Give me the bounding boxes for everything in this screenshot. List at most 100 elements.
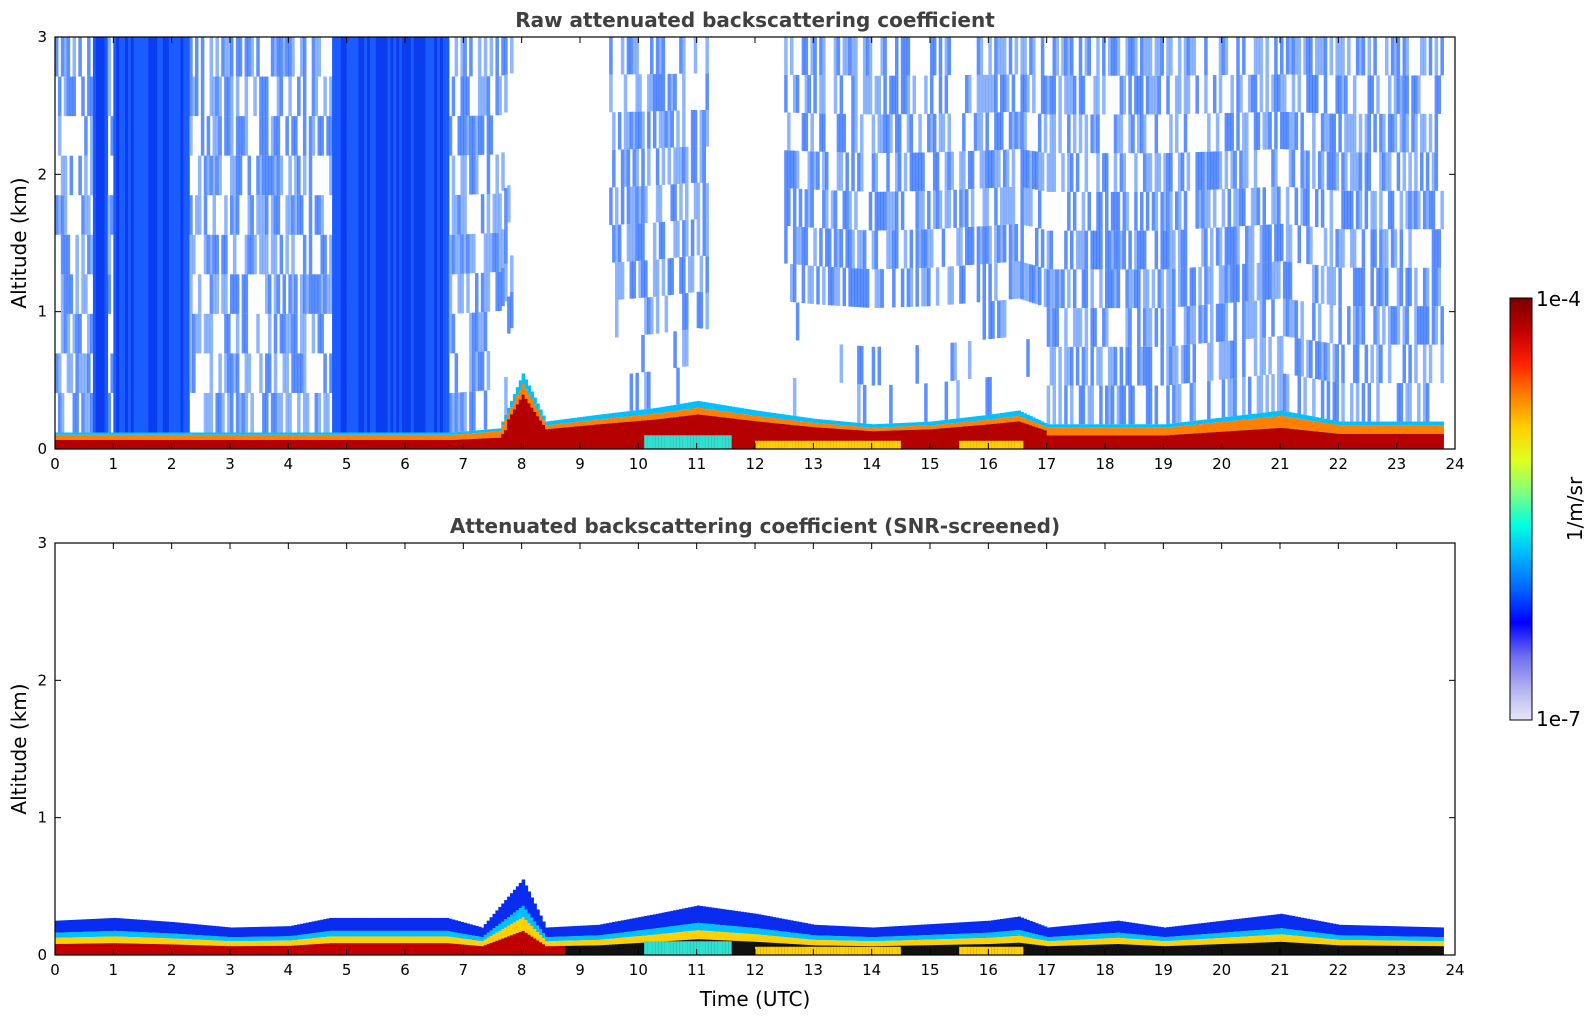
signal-cell xyxy=(795,302,800,341)
layer-mid-cell xyxy=(1102,427,1106,436)
signal-cell xyxy=(329,76,333,117)
screened-cell xyxy=(507,896,511,918)
signal-cell xyxy=(81,353,85,393)
signal-cell xyxy=(1233,150,1237,189)
signal-cell xyxy=(393,37,397,433)
layer-core-cell xyxy=(154,439,158,449)
layer-edge-cell xyxy=(606,413,610,419)
screened-cell xyxy=(162,933,167,939)
screened-cell xyxy=(1023,931,1027,937)
signal-cell xyxy=(215,116,219,156)
screened-cell xyxy=(399,930,403,937)
signal-cell xyxy=(288,392,292,433)
screened-cell xyxy=(880,927,884,937)
layer-edge-cell xyxy=(1008,411,1013,417)
signal-cell xyxy=(652,74,657,112)
signal-cell xyxy=(308,234,313,275)
layer-core-cell xyxy=(1242,430,1246,449)
signal-cell xyxy=(997,300,1001,339)
layer-mid-cell xyxy=(574,422,578,427)
signal-cell xyxy=(1169,191,1173,231)
signal-cell xyxy=(959,189,963,228)
layer-mid-cell xyxy=(1186,425,1191,434)
signal-cell xyxy=(1218,227,1223,266)
layer-edge-cell xyxy=(256,432,260,435)
screened-cell xyxy=(63,943,68,955)
layer-core-cell xyxy=(1367,433,1372,449)
signal-cell xyxy=(825,190,829,229)
signal-cell xyxy=(1390,306,1395,345)
signal-cell xyxy=(469,233,473,274)
screened-cell xyxy=(66,943,71,955)
signal-cell xyxy=(1265,374,1269,413)
screened-cell xyxy=(830,935,835,941)
signal-cell xyxy=(1247,301,1252,339)
screened-cell xyxy=(991,920,995,933)
screened-surface-cell xyxy=(994,946,998,955)
signal-cell xyxy=(819,75,823,114)
screened-cell xyxy=(60,943,65,955)
layer-mid-cell xyxy=(1259,417,1264,430)
signal-cell xyxy=(1312,112,1316,151)
signal-cell xyxy=(909,152,914,192)
signal-cell xyxy=(1361,37,1366,76)
layer-edge-cell xyxy=(900,422,905,427)
signal-cell xyxy=(699,146,704,183)
signal-cell xyxy=(1379,229,1383,268)
screened-cell xyxy=(1061,945,1065,955)
layer-edge-cell xyxy=(623,411,628,417)
screened-surface-cell xyxy=(787,946,791,955)
signal-cell xyxy=(883,191,887,231)
screened-cell xyxy=(372,936,377,944)
signal-cell xyxy=(880,191,884,231)
screened-cell xyxy=(667,926,672,934)
layer-edge-cell xyxy=(1163,424,1167,428)
layer-mid-cell xyxy=(60,434,65,440)
screened-cell xyxy=(518,931,523,955)
screened-cell xyxy=(574,926,578,937)
layer-edge-cell xyxy=(1175,422,1179,427)
layer-edge-cell xyxy=(594,415,599,420)
layer-mid-cell xyxy=(1154,427,1159,436)
signal-cell xyxy=(1332,113,1337,153)
layer-mid-cell xyxy=(571,422,575,427)
layer-mid-cell xyxy=(1256,418,1261,430)
screened-surface-cell xyxy=(708,941,712,955)
layer-core-cell xyxy=(518,399,523,449)
layer-edge-cell xyxy=(1253,413,1258,419)
signal-cell xyxy=(1288,37,1293,75)
layer-mid-cell xyxy=(711,409,715,417)
screened-cell xyxy=(571,940,575,946)
screened-cell xyxy=(705,930,709,940)
signal-cell xyxy=(1376,344,1380,384)
screened-cell xyxy=(250,946,254,955)
layer-edge-cell xyxy=(1250,413,1255,419)
screened-cell xyxy=(375,917,380,931)
signal-cell xyxy=(1067,37,1071,76)
layer-mid-cell xyxy=(682,409,686,417)
signal-cell xyxy=(1396,37,1401,76)
screened-cell xyxy=(772,930,777,937)
signal-cell xyxy=(282,353,287,393)
signal-cell xyxy=(912,152,917,192)
screened-cell xyxy=(224,946,228,955)
layer-core-cell xyxy=(1128,435,1132,449)
signal-cell xyxy=(839,344,844,383)
layer-core-cell xyxy=(1189,433,1194,449)
layer-mid-cell xyxy=(475,433,479,439)
signal-cell xyxy=(997,225,1001,263)
signal-cell xyxy=(810,265,814,304)
layer-edge-cell xyxy=(755,410,759,416)
layer-mid-cell xyxy=(1425,425,1430,434)
screened-cell xyxy=(259,936,263,941)
signal-cell xyxy=(854,114,858,153)
signal-cell xyxy=(230,353,234,393)
signal-cell xyxy=(1075,308,1080,347)
signal-cell xyxy=(938,190,943,229)
layer-core-cell xyxy=(326,439,330,449)
signal-cell xyxy=(1198,266,1202,306)
screened-cell xyxy=(970,933,975,939)
screened-cell xyxy=(466,944,470,955)
signal-cell xyxy=(311,37,316,77)
layer-mid-cell xyxy=(731,412,736,419)
